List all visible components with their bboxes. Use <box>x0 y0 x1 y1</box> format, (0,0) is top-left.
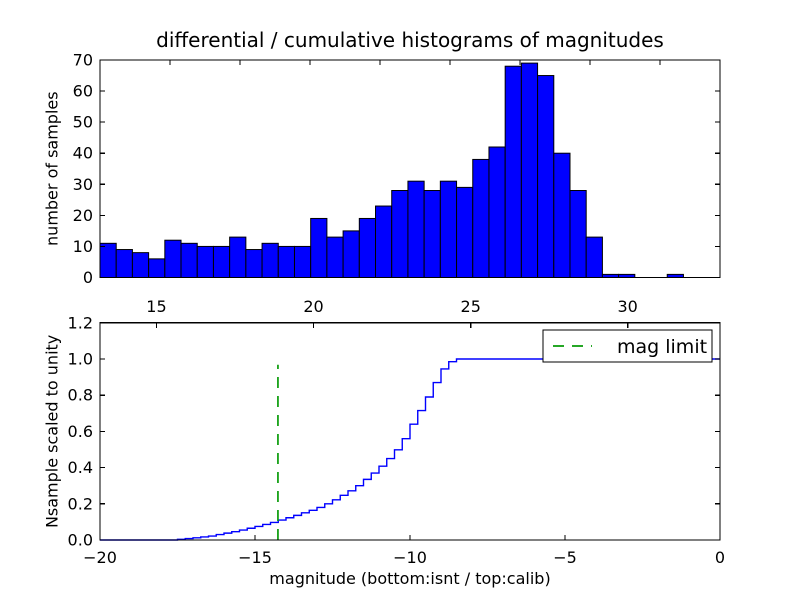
cumulative-plot-data <box>100 358 720 541</box>
bottom-plot-ytick-label: 0.6 <box>68 422 93 441</box>
top-plot-axes: 0 10 20 30 40 50 60 70 <box>73 51 721 287</box>
top-plot-ytick-label: 40 <box>73 144 93 163</box>
top-plot-frame <box>99 59 721 279</box>
hist-bar <box>261 242 279 279</box>
calib-axis-tick-label: 30 <box>618 297 638 316</box>
hist-bar <box>504 65 522 278</box>
top-plot-ytick-label: 50 <box>73 113 93 132</box>
hist-bar <box>407 180 425 278</box>
bottom-plot-ytick-label: 0.8 <box>68 386 93 405</box>
legend-label: mag limit <box>617 336 707 358</box>
hist-bar <box>115 249 133 278</box>
calib-axis-tick-label: 15 <box>146 297 166 316</box>
hist-bar <box>212 245 231 278</box>
hist-bar <box>520 62 539 278</box>
hist-bar <box>310 217 328 279</box>
hist-bar <box>375 205 393 278</box>
hist-bar <box>456 186 474 278</box>
bottom-plot-axes: 0.0 0.2 0.4 0.6 0.8 1.0 1.2 −20 −15 −10 −5 0 <box>68 313 726 567</box>
bottom-plot-xtick-label: −5 <box>553 548 577 567</box>
bottom-plot-ylabel: Nsample scaled to unity <box>43 335 62 528</box>
bottom-plot-ytick-label: 1.0 <box>68 350 93 369</box>
hist-bar <box>148 258 166 278</box>
hist-bar <box>342 230 360 278</box>
bottom-plot-ytick-label: 1.2 <box>68 313 93 332</box>
top-plot-ytick-label: 10 <box>73 237 93 256</box>
hist-bar <box>131 252 150 278</box>
hist-bar <box>391 190 409 278</box>
bottom-plot-xtick-label: −10 <box>393 548 427 567</box>
hist-bar <box>358 217 377 279</box>
top-plot-ytick-label: 0 <box>83 268 93 287</box>
bottom-plot-xtick-label: 0 <box>715 548 725 567</box>
hist-bar <box>553 152 571 279</box>
hist-bar <box>585 236 603 278</box>
hist-bar <box>164 239 182 279</box>
figure-title: differential / cumulative histograms of … <box>156 28 664 52</box>
bottom-plot-xtick-label: −20 <box>83 548 117 567</box>
bottom-plot-ytick-label: 0.0 <box>68 531 93 550</box>
bottom-plot-xlabel: magnitude (bottom:isnt / top:calib) <box>269 569 550 588</box>
legend-box: mag limit <box>542 329 713 363</box>
legend-frame <box>542 329 713 363</box>
hist-bar <box>439 180 458 278</box>
hist-bar <box>180 242 198 279</box>
hist-bar <box>423 190 441 278</box>
bottom-plot-xtick-label: −15 <box>238 548 272 567</box>
hist-bar <box>472 158 490 278</box>
hist-bar <box>537 75 555 279</box>
bottom-plot-ytick-label: 0.2 <box>68 494 93 513</box>
top-plot-ytick-label: 30 <box>73 175 93 194</box>
calib-secondary-axis: 15 20 25 30 <box>146 297 638 328</box>
top-plot-ytick-label: 70 <box>73 51 93 70</box>
hist-bar <box>569 190 587 278</box>
hist-bar <box>488 146 506 278</box>
differential-histogram-bars <box>99 62 684 279</box>
top-plot-ylabel: number of samples <box>42 91 61 246</box>
hist-bar <box>277 245 295 278</box>
top-plot-ytick-label: 60 <box>73 82 93 101</box>
hist-bar <box>99 242 117 279</box>
top-plot-ytick-label: 20 <box>73 206 93 225</box>
hist-bar <box>293 245 312 278</box>
hist-bar <box>229 236 247 278</box>
hist-bar <box>245 249 263 278</box>
bottom-plot-ytick-label: 0.4 <box>68 458 93 477</box>
calib-axis-tick-label: 20 <box>303 297 323 316</box>
hist-bar <box>196 245 214 278</box>
hist-bar <box>326 236 344 278</box>
cumulative-step-curve <box>100 358 720 541</box>
calib-axis-tick-label: 25 <box>461 297 481 316</box>
